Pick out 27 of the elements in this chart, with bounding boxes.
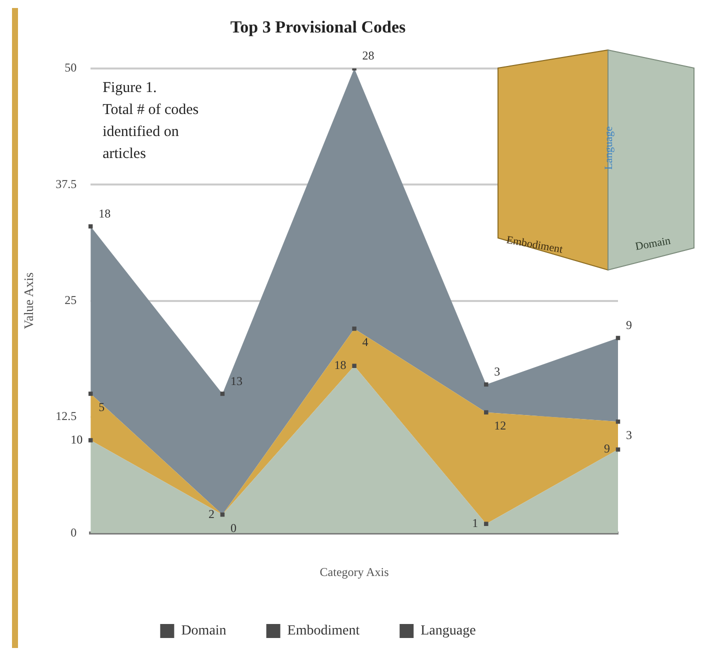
annotation: Figure 1. Total # of codes identified on articles	[102, 80, 199, 162]
x-axis-title: Category Axis	[320, 564, 390, 579]
y-tick-label: 0	[70, 525, 77, 540]
data-label: 12	[494, 418, 506, 433]
data-label: 1	[472, 516, 478, 530]
y-tick-label: 37.5	[56, 176, 77, 191]
data-label: 18	[334, 358, 346, 372]
y-axis-title: Value Axis	[21, 272, 36, 330]
data-label: 2	[208, 506, 214, 521]
data-label: 3	[626, 428, 632, 442]
legend-label: Language	[420, 624, 476, 639]
data-label: 28	[362, 48, 374, 63]
y-tick-label: 25	[64, 292, 77, 307]
chart-title: Top 3 Provisional Codes	[230, 18, 406, 37]
data-label: 3	[494, 364, 500, 379]
data-label: 4	[362, 334, 368, 349]
data-label: 9	[626, 318, 632, 332]
data-label: 13	[230, 374, 242, 388]
data-label: 5	[98, 400, 105, 414]
data-label: 10	[70, 432, 83, 446]
legend-label: Embodiment	[287, 624, 360, 639]
y-tick-label: 50	[64, 60, 77, 75]
data-label: 0	[230, 520, 236, 535]
data-label: 9	[604, 442, 610, 456]
data-label: 18	[98, 206, 111, 221]
legend-label: Domain	[181, 624, 226, 639]
y-tick-label: 12.5	[56, 409, 77, 424]
